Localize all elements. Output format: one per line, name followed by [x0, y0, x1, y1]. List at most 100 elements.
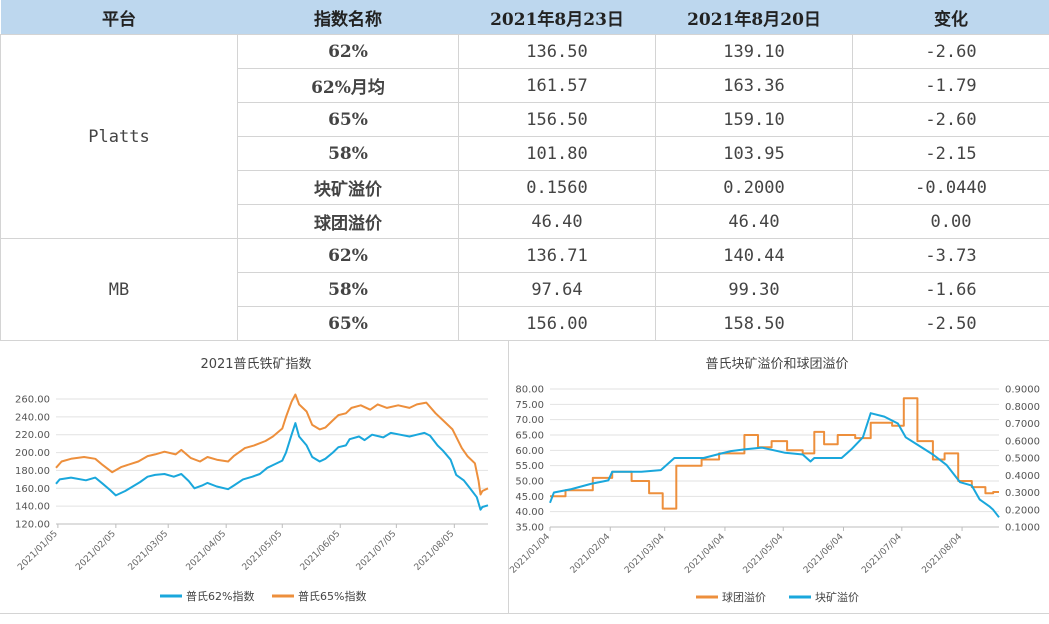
value-cell: 161.57 [458, 68, 656, 103]
index-name-cell: 62% [237, 34, 459, 69]
value-cell: 156.00 [458, 306, 656, 341]
x-tick-label: 2021/06/05 [299, 529, 343, 573]
y-tick-label: 80.00 [515, 385, 544, 396]
legend-label: 普氏65%指数 [298, 589, 366, 603]
legend-label: 普氏62%指数 [186, 589, 254, 603]
value-cell: 163.36 [655, 68, 853, 103]
y-tick-label: 160.00 [15, 484, 50, 495]
series-line [55, 422, 489, 511]
change-cell: -1.79 [852, 68, 1049, 103]
y-tick-label: 140.00 [15, 502, 50, 513]
value-cell: 136.50 [458, 34, 656, 69]
value-cell: 139.10 [655, 34, 853, 69]
iron-ore-index-chart: 2021普氏铁矿指数 120.00 140.00 160.00 180.00 200.00… [0, 341, 509, 613]
value-cell: 136.71 [458, 238, 656, 273]
y-tick-label: 260.00 [15, 395, 50, 406]
header-index-name: 指数名称 [237, 0, 459, 35]
value-cell: 140.44 [655, 238, 853, 273]
x-tick-label: 2021/03/05 [127, 529, 171, 573]
x-tick-label: 2021/04/05 [185, 529, 229, 573]
x-tick-label: 2021/01/04 [509, 532, 552, 576]
y-tick-label: 75.00 [515, 400, 544, 411]
series-line [55, 393, 489, 496]
bottom-divider [0, 613, 1049, 614]
y-tick-label: 60.00 [515, 446, 544, 457]
value-cell: 46.40 [458, 204, 656, 239]
platform-cell: MB [0, 238, 238, 341]
value-cell: 101.80 [458, 136, 656, 171]
y-tick-label: 180.00 [15, 466, 50, 477]
y-tick-label: 50.00 [515, 477, 544, 488]
y2-tick-label: 0.9000 [1005, 385, 1040, 396]
legend-label: 球团溢价 [722, 590, 766, 604]
y2-tick-label: 0.1000 [1005, 523, 1040, 534]
index-name-cell: 62% [237, 238, 459, 273]
table-row: 块矿溢价 0.1560 0.2000 -0.0440 [1, 170, 1049, 205]
value-cell: 99.30 [655, 272, 853, 307]
index-name-cell: 62%月均 [237, 68, 459, 103]
table-row: 58% 101.80 103.95 -2.15 [1, 136, 1049, 171]
value-cell: 97.64 [458, 272, 656, 307]
x-tick-label: 2021/02/04 [569, 532, 613, 576]
table-row: 65% 156.50 159.10 -2.60 [1, 102, 1049, 137]
y-tick-label: 70.00 [515, 415, 544, 426]
y2-tick-label: 0.2000 [1005, 505, 1040, 516]
y-tick-label: 65.00 [515, 431, 544, 442]
premium-chart-svg: 普氏块矿溢价和球团溢价 35.00 40.00 45.00 50.00 55.00 60.0… [508, 357, 1040, 604]
index-name-cell: 58% [237, 136, 459, 171]
y2-tick-label: 0.3000 [1005, 488, 1040, 499]
change-cell: -2.60 [852, 102, 1049, 137]
y-tick-label: 240.00 [15, 412, 50, 423]
premium-chart: 普氏块矿溢价和球团溢价 35.00 40.00 45.00 50.00 55.00 60.0… [508, 341, 1049, 613]
x-tick-label: 2021/07/05 [355, 529, 399, 573]
x-tick-label: 2021/05/05 [241, 529, 285, 573]
index-name-cell: 球团溢价 [237, 204, 459, 239]
index-name-cell: 58% [237, 272, 459, 307]
value-cell: 103.95 [655, 136, 853, 171]
price-table: 平台 指数名称 2021年8月23日 2021年8月20日 变化 Platts … [0, 0, 1049, 341]
x-tick-label: 2021/01/05 [16, 529, 60, 573]
value-cell: 46.40 [655, 204, 853, 239]
y-tick-label: 40.00 [515, 507, 544, 518]
header-change: 变化 [852, 0, 1049, 35]
y-tick-label: 120.00 [15, 520, 50, 531]
change-cell: -0.0440 [852, 170, 1049, 205]
platform-cell: Platts [0, 34, 238, 239]
y-tick-label: 220.00 [15, 430, 50, 441]
index-name-cell: 块矿溢价 [237, 170, 459, 205]
change-cell: 0.00 [852, 204, 1049, 239]
x-tick-label: 2021/05/04 [742, 532, 786, 576]
y2-tick-label: 0.6000 [1005, 436, 1040, 447]
table-row: 球团溢价 46.40 46.40 0.00 [1, 204, 1049, 239]
y2-tick-label: 0.4000 [1005, 471, 1040, 482]
change-cell: -2.50 [852, 306, 1049, 341]
change-cell: -2.15 [852, 136, 1049, 171]
chart-title: 普氏块矿溢价和球团溢价 [705, 357, 848, 372]
table-row: 62%月均 161.57 163.36 -1.79 [1, 68, 1049, 103]
index-name-cell: 65% [237, 102, 459, 137]
x-tick-label: 2021/02/05 [74, 529, 118, 573]
change-cell: -3.73 [852, 238, 1049, 273]
table-row: 65% 156.00 158.50 -2.50 [1, 306, 1049, 341]
legend-label: 块矿溢价 [815, 590, 859, 604]
y2-tick-label: 0.7000 [1005, 419, 1040, 430]
series-line [549, 412, 1000, 518]
iron-ore-index-chart-svg: 2021普氏铁矿指数 120.00 140.00 160.00 180.00 200.00… [15, 357, 489, 603]
header-date-1: 2021年8月23日 [458, 0, 656, 35]
y-tick-label: 35.00 [515, 523, 544, 534]
value-cell: 156.50 [458, 102, 656, 137]
x-tick-label: 2021/03/04 [623, 532, 667, 576]
y-tick-label: 200.00 [15, 448, 50, 459]
table-row: MB 62% 136.71 140.44 -3.73 [0, 238, 1049, 341]
x-tick-label: 2021/08/05 [413, 529, 457, 573]
y2-tick-label: 0.5000 [1005, 454, 1040, 465]
y-tick-label: 45.00 [515, 492, 544, 503]
value-cell: 159.10 [655, 102, 853, 137]
header-platform: 平台 [0, 0, 238, 35]
value-cell: 0.2000 [655, 170, 853, 205]
table-row: Platts 62% 136.50 139.10 -2.60 [0, 34, 1049, 239]
change-cell: -1.66 [852, 272, 1049, 307]
table-row: 58% 97.64 99.30 -1.66 [1, 272, 1049, 307]
x-tick-label: 2021/06/04 [802, 532, 846, 576]
y-tick-label: 55.00 [515, 461, 544, 472]
